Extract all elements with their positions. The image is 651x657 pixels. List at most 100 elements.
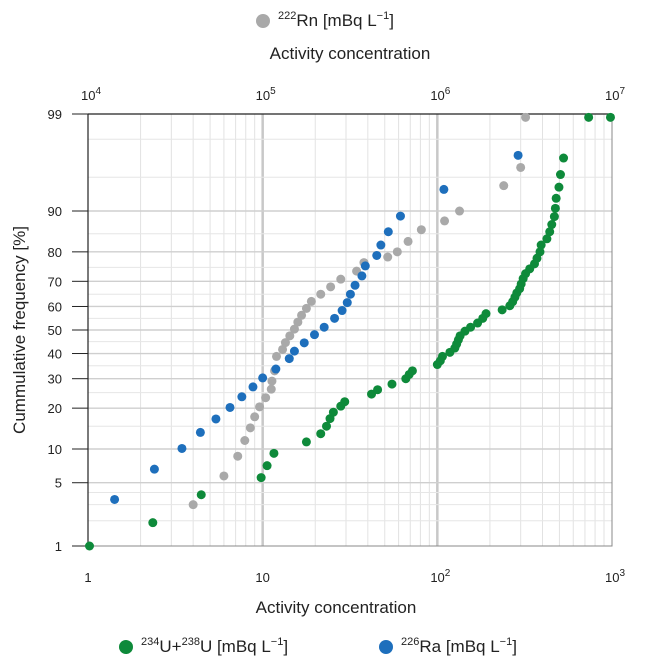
data-point-series-1: [497, 305, 507, 315]
data-point-series-1: [196, 490, 206, 500]
top-axis-title: Activity concentration: [270, 44, 431, 63]
data-point-series-2: [271, 364, 281, 374]
data-point-series-2: [319, 322, 329, 332]
y-tick-label: 20: [48, 401, 62, 416]
y-tick-label: 90: [48, 204, 62, 219]
data-point-series-2: [299, 338, 309, 348]
y-tick-label: 60: [48, 299, 62, 314]
data-point-series-0: [306, 296, 316, 306]
data-point-series-2: [237, 392, 247, 402]
x2-tick-label: 104: [81, 86, 101, 103]
x2-tick-label: 107: [605, 86, 625, 103]
data-point-series-1: [407, 366, 417, 376]
data-point-series-0: [383, 252, 393, 262]
data-point-series-1: [551, 193, 561, 203]
data-point-series-1: [148, 518, 158, 528]
data-point-series-1: [542, 234, 552, 244]
data-point-series-1: [269, 448, 279, 458]
data-point-series-1: [481, 309, 491, 319]
data-point-series-0: [261, 393, 271, 403]
data-point-series-0: [297, 310, 307, 320]
data-point-series-0: [293, 317, 303, 327]
data-point-series-2: [289, 346, 299, 356]
data-point-series-2: [439, 184, 449, 194]
data-points: [85, 112, 615, 551]
data-point-series-0: [403, 236, 413, 246]
legend-label-0: 222Rn [mBq L−1]: [278, 10, 394, 30]
legend-label-1: 234U+238U [mBq L−1]: [141, 636, 288, 656]
data-point-series-1: [85, 541, 95, 551]
x-tick-label: 10: [255, 570, 269, 585]
data-point-series-0: [219, 471, 229, 481]
data-point-series-0: [316, 289, 326, 299]
data-point-series-2: [350, 280, 360, 290]
y-tick-label: 40: [48, 347, 62, 362]
x-tick-label: 1: [84, 570, 91, 585]
data-point-series-0: [285, 331, 295, 341]
y-tick-label: 5: [55, 476, 62, 491]
data-point-series-0: [516, 162, 526, 172]
data-point-series-0: [392, 247, 402, 257]
data-point-series-0: [267, 376, 277, 386]
data-point-series-2: [357, 271, 367, 281]
data-point-series-0: [245, 423, 255, 433]
data-point-series-2: [149, 464, 159, 474]
grid: [88, 114, 612, 546]
x-tick-label: 102: [430, 568, 450, 585]
data-point-series-2: [284, 354, 294, 364]
data-point-series-1: [262, 461, 272, 471]
data-point-series-0: [440, 216, 450, 226]
y-tick-label: 70: [48, 274, 62, 289]
data-point-series-1: [536, 240, 546, 250]
x-tick-label: 103: [605, 568, 625, 585]
data-point-series-0: [336, 274, 346, 284]
legend-marker-0: [256, 14, 270, 28]
y-axis-title: Cummulative frequency [%]: [10, 226, 29, 434]
bottom-axis-title: Activity concentration: [256, 598, 417, 617]
data-point-series-0: [233, 451, 243, 461]
data-point-series-2: [337, 306, 347, 316]
data-point-series-1: [555, 170, 565, 180]
data-point-series-0: [416, 225, 426, 235]
data-point-series-2: [309, 330, 319, 340]
data-point-series-0: [188, 500, 198, 510]
data-point-series-2: [513, 150, 523, 160]
data-point-series-1: [316, 429, 326, 439]
data-point-series-0: [455, 206, 465, 216]
data-point-series-1: [340, 397, 350, 407]
data-point-series-1: [550, 203, 560, 213]
data-point-series-2: [248, 382, 258, 392]
data-point-series-1: [559, 153, 569, 163]
data-point-series-0: [521, 112, 531, 122]
data-point-series-1: [437, 351, 447, 361]
tick-labels: 1 10 102 103 104 105 106 107 1 5 10 20 30 40 50 60 70 80 9…: [48, 86, 626, 585]
data-point-series-1: [373, 385, 383, 395]
data-point-series-0: [266, 384, 276, 394]
data-point-series-2: [395, 211, 405, 221]
data-point-series-1: [256, 473, 266, 483]
data-point-series-1: [554, 182, 564, 192]
data-point-series-0: [499, 181, 509, 191]
data-point-series-2: [383, 227, 393, 237]
data-point-series-2: [345, 289, 355, 299]
data-point-series-0: [250, 412, 260, 422]
y-tick-label: 80: [48, 245, 62, 260]
data-point-series-2: [177, 443, 187, 453]
data-point-series-1: [545, 227, 555, 237]
y-tick-label: 10: [48, 442, 62, 457]
data-point-series-2: [110, 494, 120, 504]
data-point-series-0: [240, 436, 250, 446]
data-point-series-1: [387, 379, 397, 389]
data-point-series-1: [322, 421, 332, 431]
data-point-series-0: [271, 351, 281, 361]
data-point-series-2: [195, 427, 205, 437]
data-point-series-1: [584, 112, 594, 122]
y-tick-label: 99: [48, 107, 62, 122]
data-point-series-1: [605, 112, 615, 122]
data-point-series-1: [547, 220, 557, 230]
y-tick-label: 50: [48, 323, 62, 338]
x2-tick-label: 106: [430, 86, 450, 103]
data-point-series-0: [289, 324, 299, 334]
data-point-series-2: [360, 261, 370, 271]
